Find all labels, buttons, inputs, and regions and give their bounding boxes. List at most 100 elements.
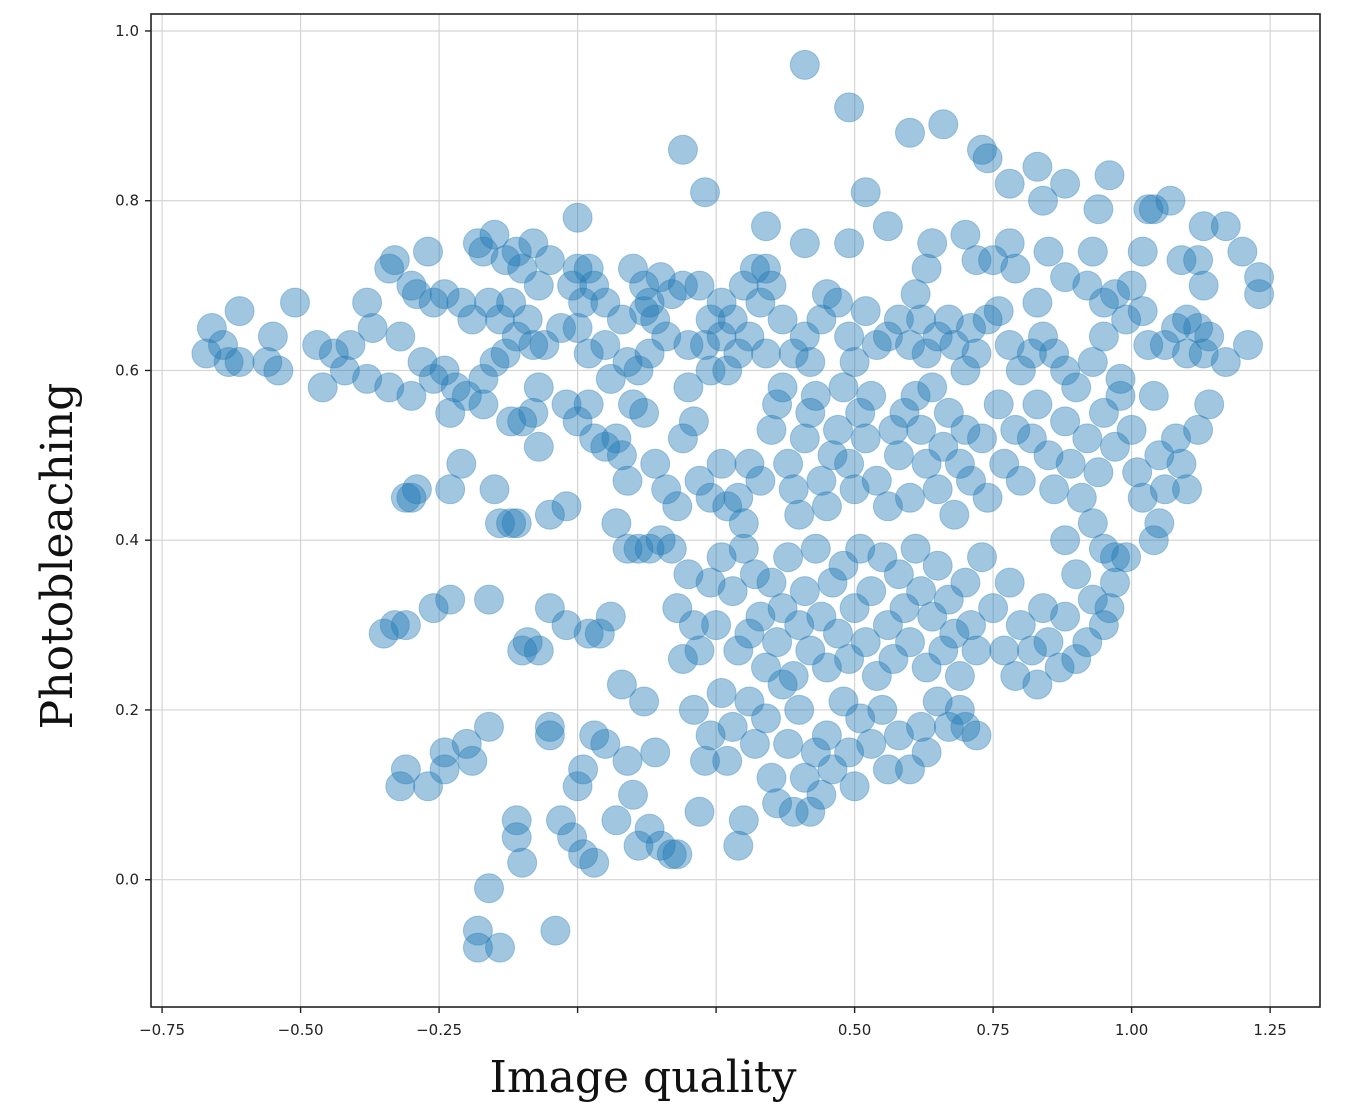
data-point bbox=[446, 287, 477, 318]
data-point bbox=[224, 296, 255, 327]
data-point bbox=[401, 279, 432, 310]
data-point bbox=[429, 754, 460, 785]
data-point bbox=[839, 593, 870, 624]
data-point bbox=[789, 576, 820, 607]
data-point bbox=[396, 482, 427, 513]
data-point bbox=[568, 754, 599, 785]
data-point bbox=[507, 847, 538, 878]
data-point bbox=[784, 610, 815, 641]
data-point bbox=[1122, 457, 1153, 488]
data-point bbox=[568, 839, 599, 870]
data-point bbox=[684, 635, 715, 666]
data-point bbox=[911, 448, 942, 479]
x-tick-label: 1.25 bbox=[1253, 1021, 1286, 1039]
data-point bbox=[712, 491, 743, 522]
data-point bbox=[606, 440, 637, 471]
data-point bbox=[728, 508, 759, 539]
data-point bbox=[667, 423, 698, 454]
data-point bbox=[994, 567, 1025, 598]
data-point bbox=[850, 627, 881, 658]
data-point bbox=[823, 287, 853, 318]
data-point bbox=[523, 270, 554, 301]
data-point bbox=[883, 559, 914, 590]
data-point bbox=[933, 584, 964, 615]
data-point bbox=[1183, 414, 1214, 445]
data-point bbox=[618, 779, 648, 810]
data-point bbox=[662, 491, 693, 522]
data-point bbox=[1100, 542, 1130, 573]
data-point bbox=[895, 627, 925, 658]
x-tick-label: −0.25 bbox=[416, 1021, 462, 1039]
x-tick-label: 0.75 bbox=[976, 1021, 1009, 1039]
data-point bbox=[911, 652, 942, 683]
data-point bbox=[1000, 661, 1031, 691]
data-point bbox=[795, 397, 826, 428]
data-point bbox=[1233, 330, 1263, 360]
data-point bbox=[579, 847, 610, 878]
data-point bbox=[922, 474, 953, 505]
data-point bbox=[429, 737, 460, 768]
data-point bbox=[950, 711, 981, 742]
data-point bbox=[701, 610, 732, 641]
data-point bbox=[1111, 542, 1142, 573]
data-point bbox=[850, 423, 881, 454]
data-point bbox=[967, 423, 997, 454]
data-point bbox=[756, 567, 787, 598]
data-point bbox=[767, 372, 798, 403]
data-point bbox=[1016, 338, 1047, 369]
data-point bbox=[778, 338, 809, 369]
data-point bbox=[690, 745, 720, 776]
data-point bbox=[546, 805, 576, 836]
data-point bbox=[645, 830, 676, 861]
data-point bbox=[972, 482, 1003, 513]
data-point bbox=[512, 627, 543, 658]
data-point bbox=[357, 313, 388, 343]
data-point bbox=[695, 355, 726, 386]
data-point bbox=[1005, 355, 1036, 386]
data-point bbox=[318, 338, 349, 369]
data-point bbox=[856, 728, 887, 759]
data-point bbox=[1116, 270, 1147, 301]
y-tick-label: 0.6 bbox=[115, 361, 139, 379]
data-point bbox=[490, 338, 521, 369]
data-point bbox=[917, 372, 948, 403]
data-point bbox=[474, 711, 504, 742]
data-point bbox=[507, 406, 538, 437]
data-point bbox=[900, 533, 931, 564]
data-point bbox=[1244, 262, 1275, 293]
data-point bbox=[828, 372, 859, 403]
data-point bbox=[1127, 296, 1158, 327]
data-point bbox=[817, 754, 848, 785]
data-point bbox=[568, 287, 599, 318]
data-point bbox=[778, 661, 809, 691]
data-point bbox=[590, 431, 621, 462]
data-point bbox=[762, 627, 793, 658]
data-point bbox=[911, 338, 942, 369]
data-point bbox=[961, 720, 992, 751]
data-point bbox=[623, 355, 654, 386]
data-point bbox=[1061, 372, 1092, 403]
data-point bbox=[789, 423, 820, 454]
data-point bbox=[994, 330, 1025, 360]
data-point bbox=[795, 796, 826, 827]
data-point bbox=[1033, 236, 1064, 267]
data-point bbox=[895, 482, 925, 513]
data-point bbox=[933, 304, 964, 335]
data-point bbox=[446, 448, 477, 479]
data-point bbox=[811, 652, 842, 683]
data-point bbox=[806, 601, 837, 632]
data-point bbox=[629, 296, 660, 327]
data-point bbox=[1072, 423, 1103, 454]
data-point bbox=[961, 245, 992, 276]
data-point bbox=[368, 618, 399, 649]
plot-frame bbox=[150, 13, 1321, 1008]
data-point bbox=[573, 618, 604, 649]
data-point bbox=[645, 262, 676, 293]
data-point bbox=[1244, 279, 1275, 310]
data-point bbox=[723, 635, 754, 666]
data-point bbox=[224, 347, 255, 377]
data-point bbox=[1050, 168, 1081, 199]
data-point bbox=[673, 330, 704, 360]
data-point bbox=[1183, 313, 1214, 343]
data-point bbox=[379, 610, 410, 641]
